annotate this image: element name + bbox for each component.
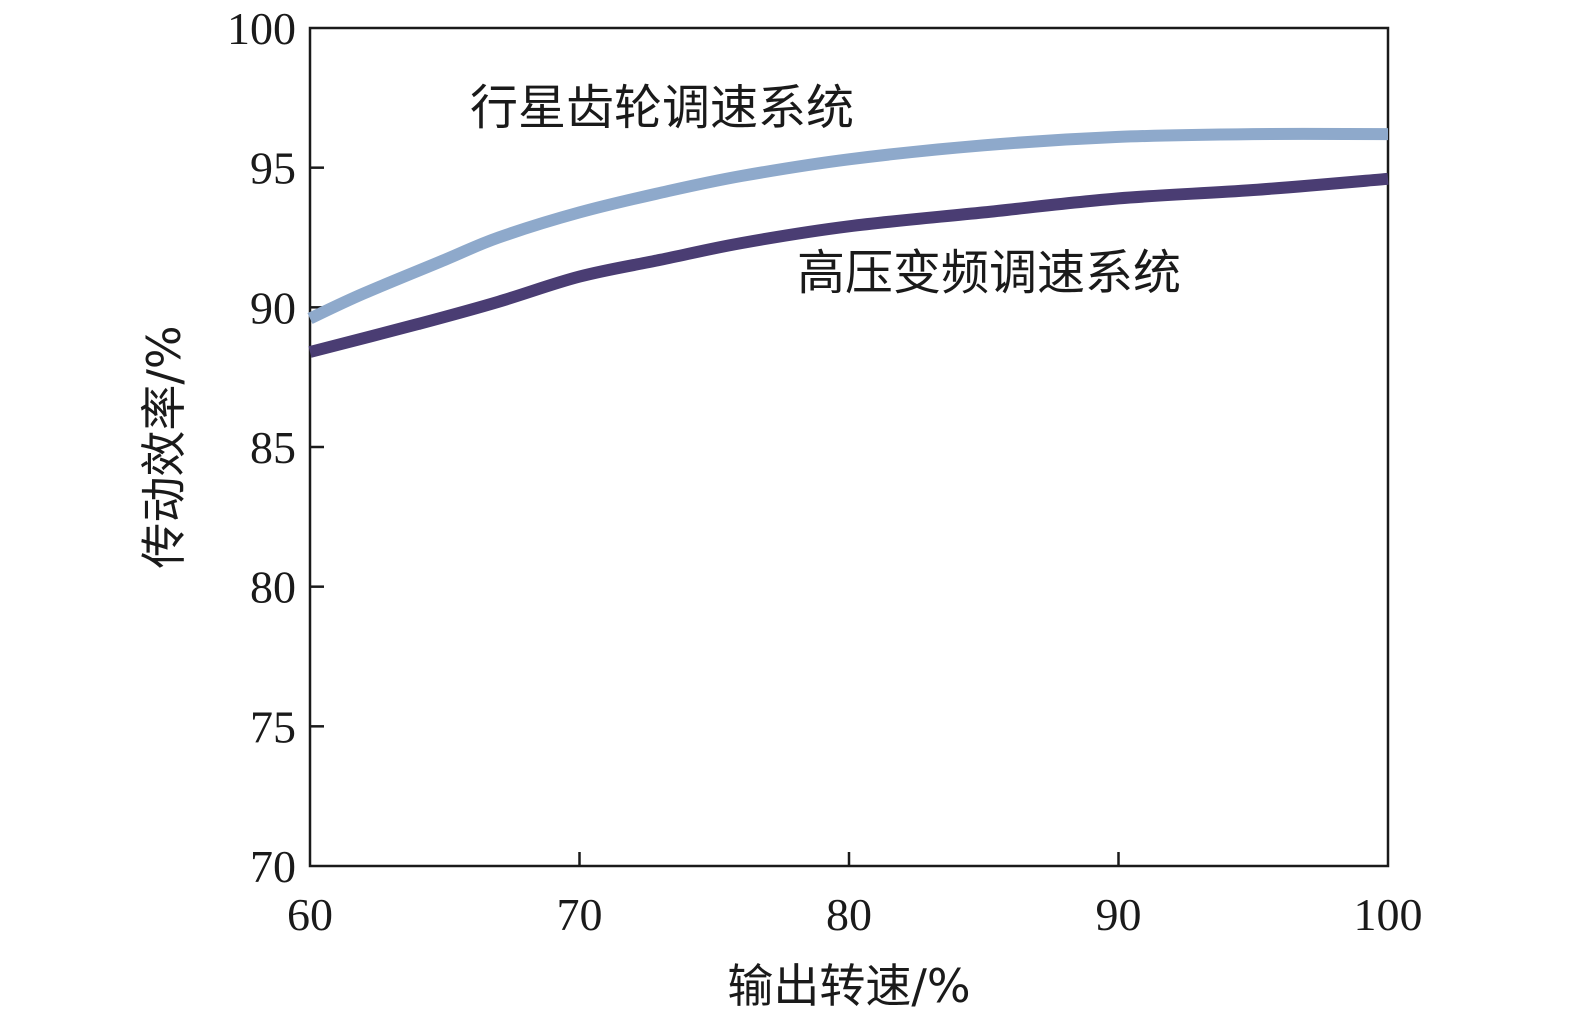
y-tick-label: 100 — [227, 3, 296, 54]
x-tick-label: 90 — [1096, 889, 1142, 940]
y-tick-label: 90 — [250, 282, 296, 333]
y-tick-label: 75 — [250, 701, 296, 752]
series-label-2: 高压变频调速系统 — [797, 245, 1181, 301]
series-line-1 — [307, 127, 1389, 324]
y-tick-label: 70 — [250, 841, 296, 892]
x-axis-title: 输出转速/% — [727, 959, 970, 1013]
y-axis: 70 75 80 85 90 95 100 — [227, 3, 324, 892]
x-tick-label: 80 — [826, 889, 872, 940]
y-tick-label: 85 — [250, 422, 296, 473]
y-axis-title: 传动效率/% — [137, 325, 191, 568]
y-tick-label: 80 — [250, 562, 296, 613]
x-tick-label: 100 — [1354, 889, 1423, 940]
x-tick-label: 70 — [557, 889, 603, 940]
series-lines — [307, 127, 1389, 358]
series-label-1: 行星齿轮调速系统 — [470, 80, 854, 136]
x-axis: 60 70 80 90 100 — [287, 852, 1423, 940]
y-tick-label: 95 — [250, 143, 296, 194]
x-tick-label: 60 — [287, 889, 333, 940]
series-line-2 — [308, 172, 1389, 358]
